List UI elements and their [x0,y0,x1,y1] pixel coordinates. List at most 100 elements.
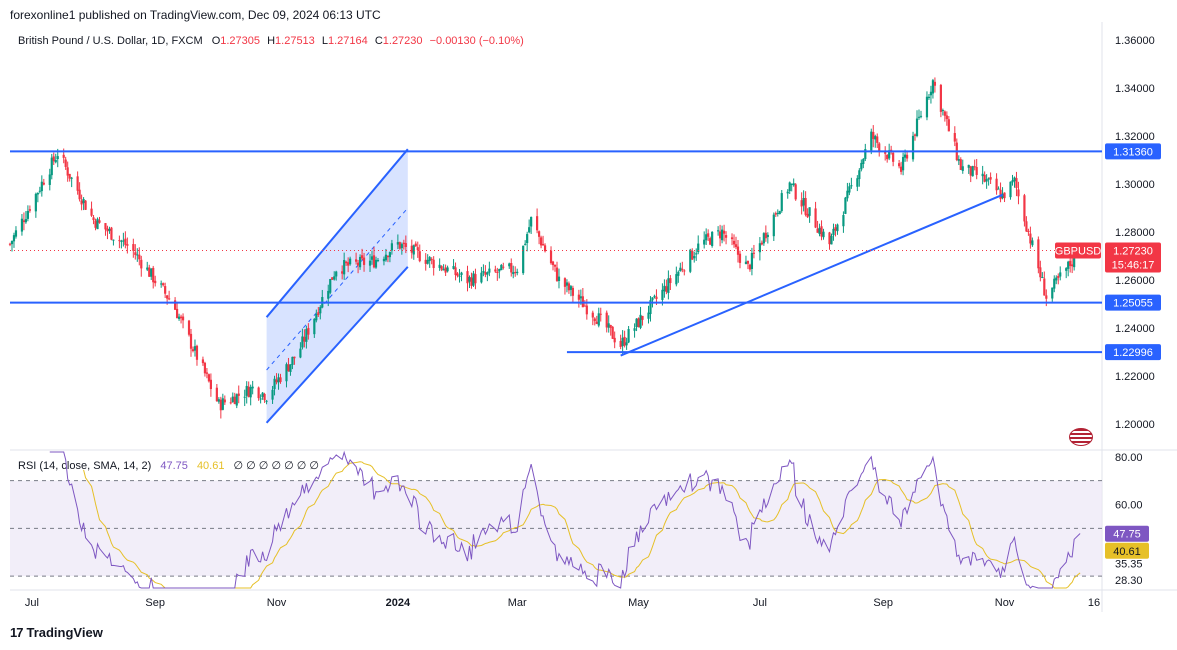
candle-body [828,232,831,245]
candle-body [830,235,833,245]
candle-body [599,313,602,315]
candle-body [625,342,628,346]
candle-body [806,213,809,218]
rsi-sma-badge [1105,542,1149,559]
rsi-title[interactable]: RSI (14, close, SMA, 14, 2) [18,460,152,472]
rsi-tick-label: 28.30 [1115,575,1143,587]
candle-body [593,318,596,322]
candle-body [215,387,218,402]
candle-body [898,163,901,167]
candle-body [931,80,935,94]
rsi-sma-label: 40.61 [1113,546,1141,558]
candle-body [981,173,984,177]
candle-body [442,269,445,271]
candle-body [766,234,769,238]
candle-body [691,250,694,260]
candle-body [484,272,487,275]
close-label: C [374,35,383,47]
rsi-tick-label: 35.35 [1115,558,1143,570]
candle-body [38,190,41,192]
candle-body [92,217,95,221]
rsi-line [49,450,1081,589]
candle-body [585,305,588,315]
candle-body [780,193,783,212]
candle-body [524,243,527,245]
candle-body [752,252,756,254]
candle-body [1023,195,1026,222]
candle-body [134,252,137,255]
candle-body [181,316,185,321]
candle-body [412,245,415,255]
candle-body [705,234,708,241]
candle-body [959,159,962,170]
candle-body [1073,254,1076,268]
candle-body [627,329,630,343]
candle-body [191,349,195,352]
candle-body [62,154,65,158]
candle-body [848,186,851,193]
candle-body [842,214,845,227]
candle-body [605,312,608,328]
candle-body [221,398,224,410]
candle-body [388,252,392,258]
candle-body [635,318,638,328]
candle-body [257,387,260,399]
candle-body [985,179,988,182]
candle-body [621,337,624,347]
candle-body [888,150,891,159]
candle-body [778,211,781,215]
candle-body [50,157,53,176]
candle-body [537,231,541,237]
candle-body [36,192,39,195]
candle-body [802,197,805,206]
candle-body [834,227,837,231]
candle-body [396,242,399,245]
channel-lower-line [265,266,409,424]
candle-body [623,336,626,346]
candle-body [816,228,819,233]
candle-body [695,253,698,255]
candle-body [675,274,678,285]
candle-body [446,267,449,272]
candle-body [251,386,254,389]
candle-body [939,84,942,112]
open-label: O [211,35,221,47]
candle-body [354,259,358,262]
trend-line [620,193,1003,357]
candle-body [808,207,811,216]
candle-body [917,116,921,118]
candle-body [416,247,419,251]
candle-body [1043,278,1046,296]
candle-body [20,218,24,232]
candle-body [345,261,348,264]
candle-body [947,119,950,132]
candle-body [356,262,360,266]
level-badge [1105,344,1161,361]
price-tick-label: 1.22000 [1115,371,1155,383]
candle-body [249,387,252,398]
candle-body [677,271,680,276]
candle-body [919,115,923,117]
candle-body [243,396,246,398]
candle-body [969,166,972,176]
candle-body [245,385,248,396]
candle-body [237,393,240,396]
candle-body [943,111,946,116]
candle-body [502,266,505,268]
candle-body [730,237,734,240]
brand-name: TradingView [26,625,103,640]
candle-body [124,238,127,245]
candle-body [563,278,567,287]
candle-body [607,323,610,328]
candle-body [1031,240,1034,246]
candle-body [647,312,650,319]
candle-body [390,243,394,251]
candle-body [1025,221,1028,232]
candle-body [205,372,209,374]
candle-body [319,307,322,314]
symbol-title[interactable]: British Pound / U.S. Dollar, 1D, FXCM [18,35,203,47]
candle-body [669,278,672,284]
candle-body [229,402,232,404]
candle-body [1055,277,1058,281]
